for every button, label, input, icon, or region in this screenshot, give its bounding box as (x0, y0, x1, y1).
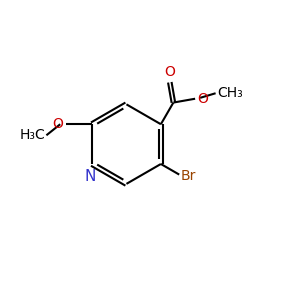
Text: Br: Br (181, 169, 196, 183)
Text: CH₃: CH₃ (217, 86, 243, 100)
Text: N: N (85, 169, 96, 184)
Text: O: O (197, 92, 208, 106)
Text: O: O (52, 117, 63, 131)
Text: H₃C: H₃C (19, 128, 45, 142)
Text: O: O (164, 65, 175, 79)
